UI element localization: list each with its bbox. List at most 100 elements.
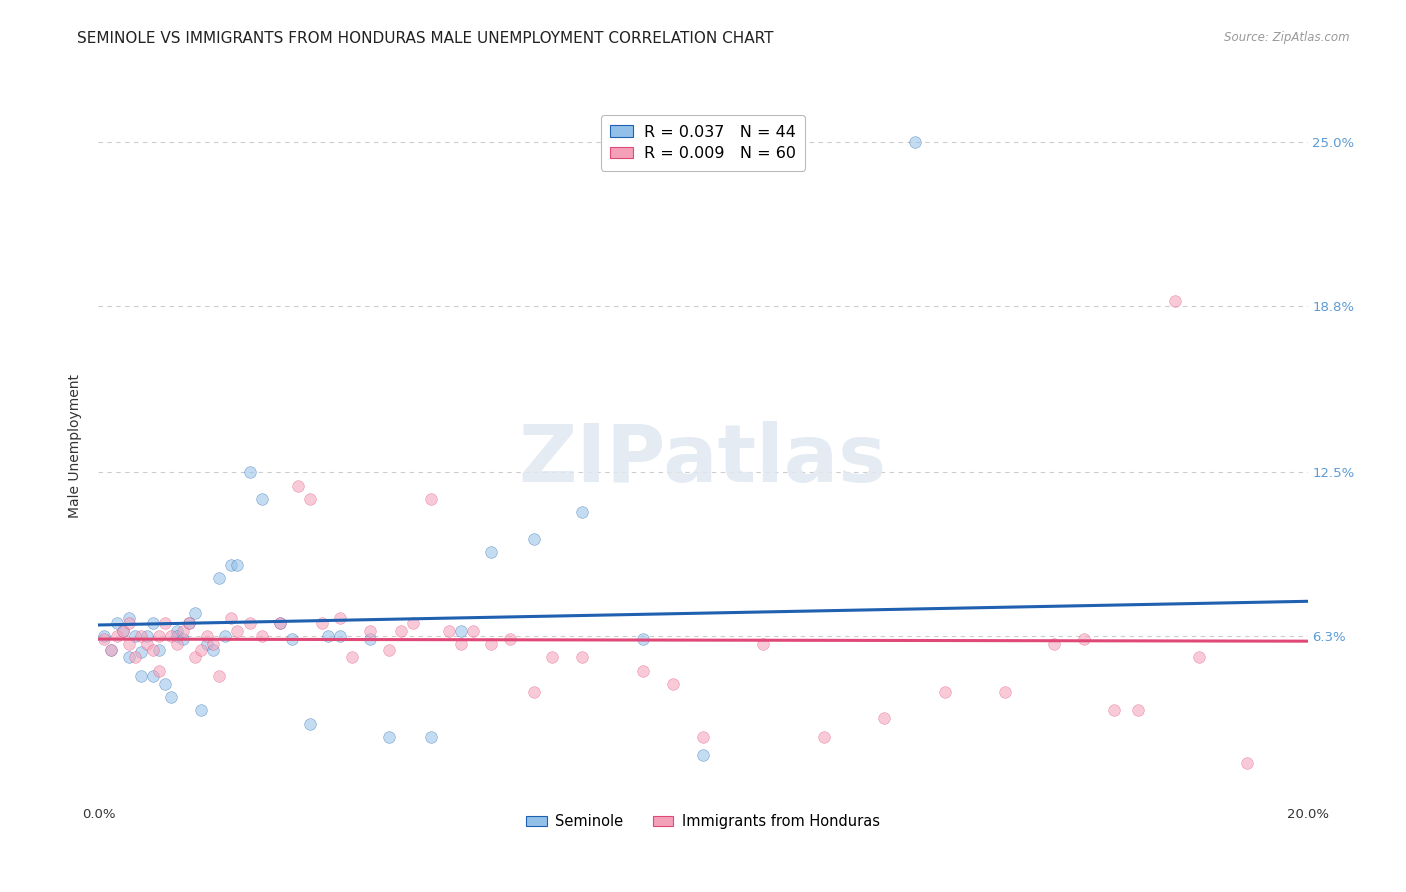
- Point: [148, 642, 170, 657]
- Point: [250, 491, 273, 506]
- Legend: Seminole, Immigrants from Honduras: Seminole, Immigrants from Honduras: [520, 808, 886, 835]
- Point: [118, 611, 141, 625]
- Point: [118, 616, 141, 631]
- Point: [118, 650, 141, 665]
- Point: [1042, 637, 1064, 651]
- Point: [994, 685, 1017, 699]
- Point: [420, 491, 443, 506]
- Point: [420, 730, 443, 744]
- Point: [873, 711, 896, 725]
- Point: [166, 624, 188, 638]
- Point: [523, 685, 546, 699]
- Point: [437, 624, 460, 638]
- Y-axis label: Male Unemployment: Male Unemployment: [69, 374, 83, 518]
- Point: [221, 611, 243, 625]
- Point: [226, 624, 249, 638]
- Point: [148, 629, 170, 643]
- Point: [523, 532, 546, 546]
- Point: [1188, 650, 1211, 665]
- Point: [208, 571, 231, 585]
- Point: [111, 624, 134, 638]
- Point: [160, 690, 183, 704]
- Point: [129, 669, 152, 683]
- Point: [184, 650, 207, 665]
- Point: [142, 642, 165, 657]
- Point: [111, 624, 134, 638]
- Point: [166, 629, 188, 643]
- Point: [311, 616, 333, 631]
- Point: [1163, 293, 1185, 308]
- Point: [250, 629, 273, 643]
- Point: [214, 629, 236, 643]
- Point: [269, 616, 291, 631]
- Point: [239, 616, 262, 631]
- Point: [172, 632, 194, 646]
- Point: [118, 637, 141, 651]
- Point: [202, 637, 225, 651]
- Point: [1073, 632, 1095, 646]
- Point: [377, 730, 399, 744]
- Point: [342, 650, 364, 665]
- Point: [389, 624, 412, 638]
- Point: [481, 545, 503, 559]
- Point: [226, 558, 249, 572]
- Point: [124, 629, 146, 643]
- Point: [402, 616, 425, 631]
- Point: [692, 748, 714, 763]
- Point: [934, 685, 956, 699]
- Point: [287, 478, 309, 492]
- Point: [195, 629, 218, 643]
- Point: [571, 505, 593, 519]
- Point: [692, 730, 714, 744]
- Point: [190, 642, 212, 657]
- Point: [142, 616, 165, 631]
- Point: [239, 466, 262, 480]
- Point: [135, 637, 157, 651]
- Point: [179, 616, 201, 631]
- Point: [105, 629, 128, 643]
- Point: [463, 624, 485, 638]
- Point: [631, 664, 654, 678]
- Point: [813, 730, 835, 744]
- Point: [105, 616, 128, 631]
- Point: [1102, 703, 1125, 717]
- Point: [1128, 703, 1150, 717]
- Point: [172, 624, 194, 638]
- Point: [142, 669, 165, 683]
- Point: [93, 629, 115, 643]
- Text: Source: ZipAtlas.com: Source: ZipAtlas.com: [1225, 31, 1350, 45]
- Point: [184, 606, 207, 620]
- Point: [166, 637, 188, 651]
- Point: [195, 637, 218, 651]
- Point: [281, 632, 304, 646]
- Point: [299, 491, 322, 506]
- Point: [153, 616, 176, 631]
- Point: [129, 629, 152, 643]
- Point: [450, 637, 472, 651]
- Point: [190, 703, 212, 717]
- Point: [360, 624, 382, 638]
- Point: [221, 558, 243, 572]
- Point: [124, 650, 146, 665]
- Point: [129, 645, 152, 659]
- Point: [148, 664, 170, 678]
- Point: [269, 616, 291, 631]
- Point: [202, 642, 225, 657]
- Point: [631, 632, 654, 646]
- Point: [1236, 756, 1258, 771]
- Text: ZIPatlas: ZIPatlas: [519, 421, 887, 500]
- Point: [377, 642, 399, 657]
- Point: [329, 611, 352, 625]
- Point: [93, 632, 115, 646]
- Point: [153, 677, 176, 691]
- Point: [450, 624, 472, 638]
- Point: [299, 716, 322, 731]
- Point: [498, 632, 520, 646]
- Point: [752, 637, 775, 651]
- Point: [316, 629, 339, 643]
- Point: [100, 642, 122, 657]
- Point: [160, 629, 183, 643]
- Point: [100, 642, 122, 657]
- Point: [571, 650, 593, 665]
- Point: [360, 632, 382, 646]
